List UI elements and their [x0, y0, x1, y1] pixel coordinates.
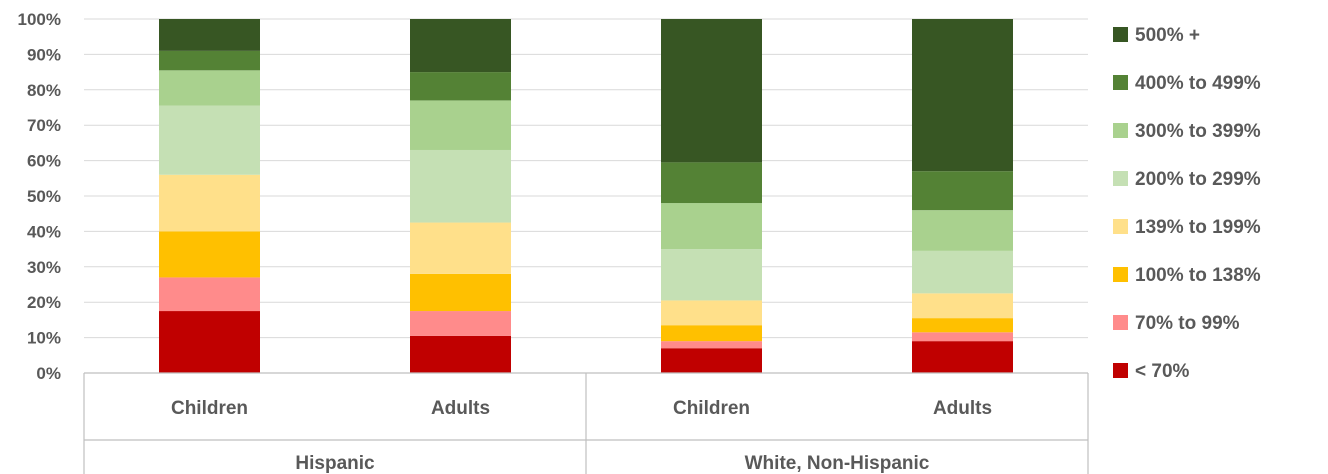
legend-swatch [1113, 171, 1128, 186]
bar-segment [661, 19, 762, 163]
legend-item: 400% to 499% [1113, 73, 1261, 94]
legend-item: < 70% [1113, 361, 1190, 382]
y-tick-label: 20% [27, 293, 61, 312]
legend-swatch [1113, 315, 1128, 330]
bar-segment [410, 222, 511, 274]
legend-item: 500% + [1113, 25, 1200, 46]
bar-segment [159, 231, 260, 278]
group-label: White, Non-Hispanic [745, 453, 930, 474]
legend-item: 139% to 199% [1113, 217, 1261, 238]
legend-label: 300% to 399% [1135, 121, 1261, 142]
bar-segment [410, 311, 511, 336]
x-tick-label: Children [673, 398, 750, 419]
bar-segment [159, 19, 260, 51]
bar-segment [410, 72, 511, 101]
legend-label: 200% to 299% [1135, 169, 1261, 190]
bar-segment [159, 311, 260, 373]
bar-segment [661, 348, 762, 373]
legend-swatch [1113, 267, 1128, 282]
group-label: Hispanic [295, 453, 375, 474]
bar-segment [661, 249, 762, 301]
bar-segment [410, 19, 511, 73]
legend-swatch [1113, 363, 1128, 378]
bar-segment [661, 300, 762, 326]
y-tick-label: 100% [18, 10, 61, 29]
bar-segment [912, 19, 1013, 172]
y-tick-label: 0% [36, 364, 61, 383]
bar-segment [159, 50, 260, 71]
bar-segment [661, 341, 762, 349]
y-tick-label: 40% [27, 222, 61, 241]
legend-item: 200% to 299% [1113, 169, 1261, 190]
bar-segment [661, 325, 762, 342]
legend-label: 100% to 138% [1135, 265, 1261, 286]
legend-item: 70% to 99% [1113, 313, 1240, 334]
legend-item: 300% to 399% [1113, 121, 1261, 142]
y-tick-label: 90% [27, 45, 61, 64]
bar-segment [410, 100, 511, 150]
y-tick-label: 70% [27, 116, 61, 135]
bar-segment [912, 210, 1013, 251]
bar-segment [912, 171, 1013, 211]
bar-segment [410, 149, 511, 223]
x-tick-label: Adults [933, 398, 992, 419]
bar-segment [410, 273, 511, 312]
legend-label: 400% to 499% [1135, 73, 1261, 94]
y-tick-label: 10% [27, 329, 61, 348]
legend-label: 70% to 99% [1135, 313, 1240, 334]
legend-swatch [1113, 75, 1128, 90]
bar-segment [912, 250, 1013, 294]
legend-label: < 70% [1135, 361, 1190, 382]
bar-segment [159, 105, 260, 175]
legend-swatch [1113, 219, 1128, 234]
legend-swatch [1113, 27, 1128, 42]
bar-segment [159, 277, 260, 312]
bar-segment [410, 335, 511, 373]
legend-label: 500% + [1135, 25, 1200, 46]
legend-label: 139% to 199% [1135, 217, 1261, 238]
bar-segment [912, 341, 1013, 373]
bar-segment [661, 162, 762, 204]
bar-segment [912, 318, 1013, 333]
x-tick-label: Children [171, 398, 248, 419]
bar-segment [661, 203, 762, 250]
y-tick-label: 50% [27, 187, 61, 206]
x-tick-label: Adults [431, 398, 490, 419]
bar-segment [159, 70, 260, 106]
y-tick-label: 60% [27, 152, 61, 171]
bar-segment [912, 332, 1013, 342]
legend-item: 100% to 138% [1113, 265, 1261, 286]
legend-swatch [1113, 123, 1128, 138]
y-tick-label: 30% [27, 258, 61, 277]
bar-segment [159, 174, 260, 232]
bar-segment [912, 293, 1013, 319]
y-tick-label: 80% [27, 81, 61, 100]
